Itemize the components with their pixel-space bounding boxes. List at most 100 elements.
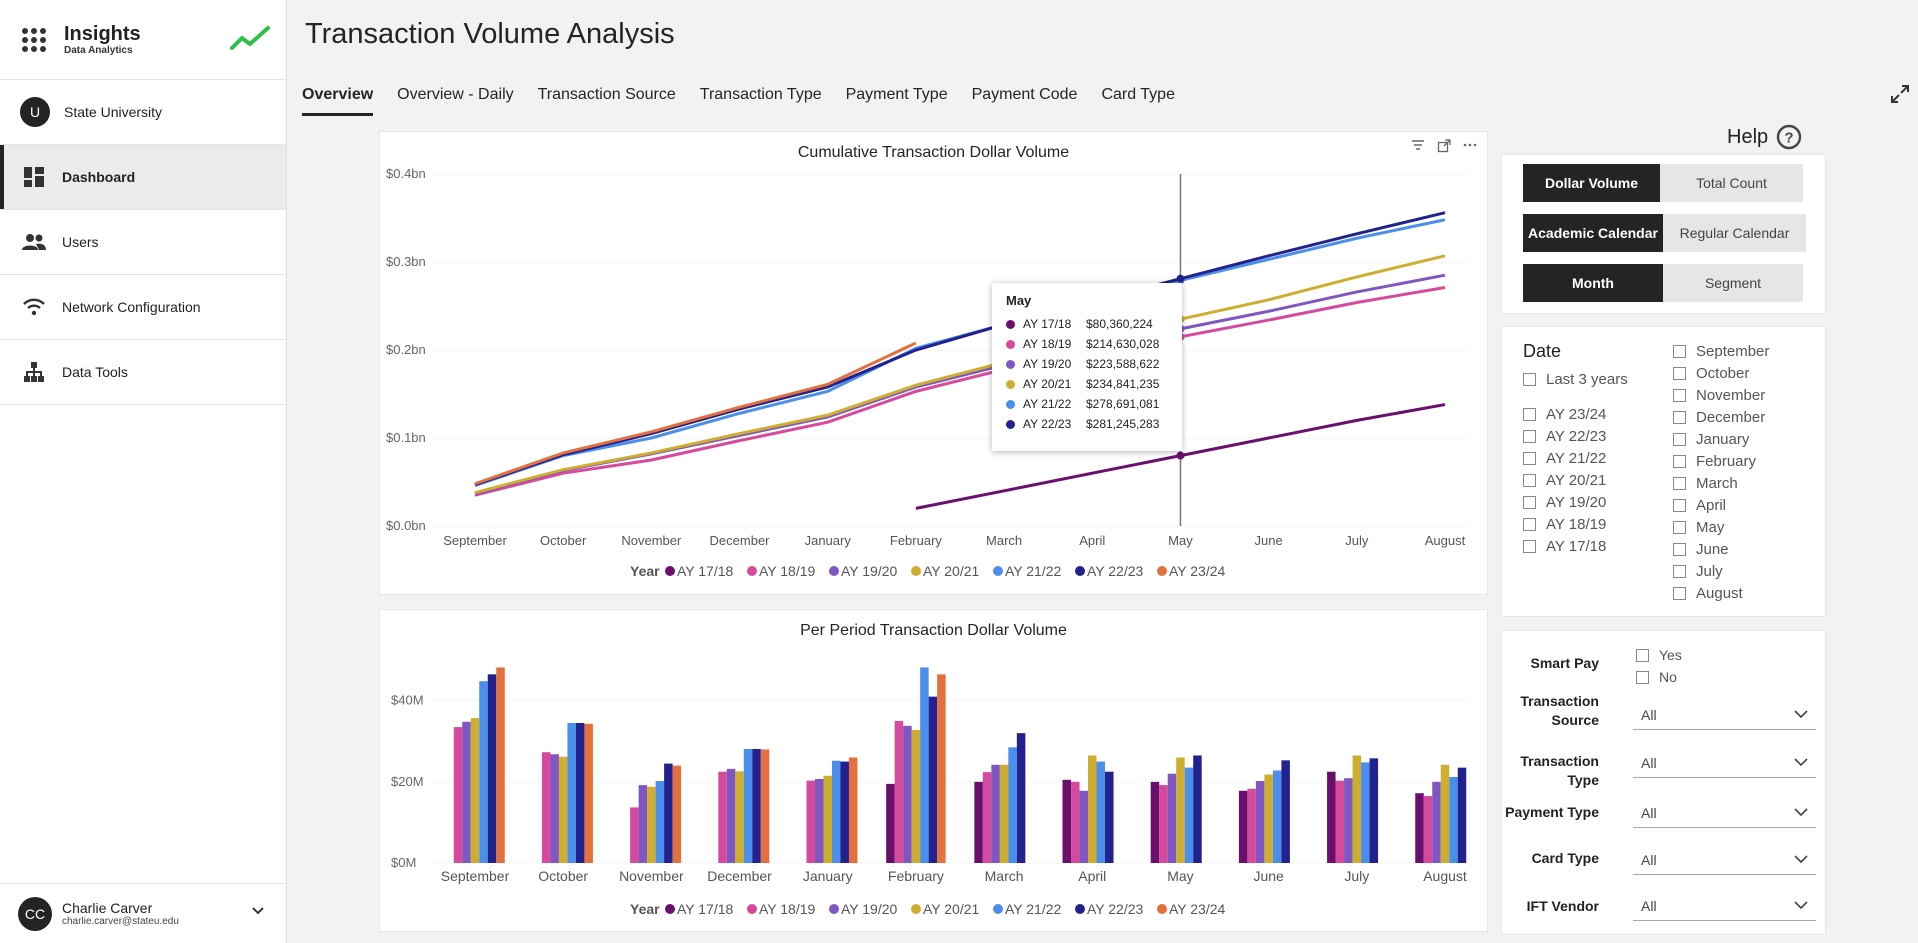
ift-vendor-dropdown[interactable]: All: [1633, 891, 1816, 921]
bar[interactable]: [541, 752, 551, 863]
bar[interactable]: [1415, 793, 1424, 863]
bar[interactable]: [1335, 780, 1345, 863]
checkbox-box[interactable]: [1673, 587, 1686, 600]
bar[interactable]: [974, 781, 983, 863]
filter-icon[interactable]: [1411, 139, 1425, 151]
bar[interactable]: [1096, 761, 1106, 863]
bar[interactable]: [453, 727, 463, 863]
tab-card-type[interactable]: Card Type: [1101, 86, 1175, 103]
legend-label[interactable]: AY 17/18: [677, 901, 734, 917]
checkbox-box[interactable]: [1523, 452, 1536, 465]
focus-mode-icon[interactable]: [1437, 139, 1451, 153]
bar[interactable]: [848, 757, 858, 864]
bar[interactable]: [1449, 776, 1458, 863]
dollar-volume-button[interactable]: Dollar Volume: [1523, 164, 1660, 202]
legend-label[interactable]: AY 19/20: [841, 901, 898, 917]
sidebar-item-data-tools[interactable]: Data Tools: [0, 340, 286, 405]
series-line[interactable]: [474, 273, 1446, 495]
bar[interactable]: [584, 723, 593, 863]
org-selector[interactable]: U State University: [0, 80, 286, 145]
checkbox-box[interactable]: [1673, 543, 1686, 556]
bar[interactable]: [1016, 733, 1026, 863]
bar[interactable]: [462, 721, 471, 863]
segment-button[interactable]: Segment: [1663, 264, 1803, 302]
bar[interactable]: [647, 786, 656, 863]
checkbox-box[interactable]: [1673, 345, 1686, 358]
checkbox-month[interactable]: May: [1673, 519, 1724, 536]
bar[interactable]: [1167, 773, 1177, 863]
bar[interactable]: [718, 771, 727, 863]
tab-transaction-type[interactable]: Transaction Type: [699, 86, 822, 103]
bar[interactable]: [1281, 760, 1290, 863]
payment-type-dropdown[interactable]: All: [1633, 798, 1816, 828]
checkbox-year[interactable]: AY 21/22: [1523, 450, 1606, 467]
bar[interactable]: [487, 674, 497, 863]
bar[interactable]: [575, 723, 585, 863]
legend-label[interactable]: AY 22/23: [1087, 563, 1144, 579]
bar[interactable]: [1272, 770, 1282, 863]
bar[interactable]: [1352, 755, 1362, 863]
bar[interactable]: [567, 723, 576, 863]
checkbox-year[interactable]: AY 19/20: [1523, 494, 1606, 511]
checkbox-last-3-years[interactable]: Last 3 years: [1523, 371, 1628, 388]
checkbox-year[interactable]: AY 18/19: [1523, 516, 1606, 533]
bar[interactable]: [743, 748, 753, 863]
bar[interactable]: [550, 754, 559, 863]
card-type-dropdown[interactable]: All: [1633, 845, 1816, 875]
bar[interactable]: [831, 760, 841, 863]
bar[interactable]: [1361, 762, 1370, 863]
bar[interactable]: [470, 718, 480, 863]
bar[interactable]: [928, 696, 938, 863]
checkbox-month[interactable]: August: [1673, 585, 1743, 602]
checkbox-month[interactable]: September: [1673, 343, 1769, 360]
bar[interactable]: [1150, 781, 1160, 863]
fullscreen-icon[interactable]: [1890, 84, 1910, 104]
bar[interactable]: [920, 667, 929, 863]
checkbox-box[interactable]: [1673, 477, 1686, 490]
checkbox-month[interactable]: December: [1673, 409, 1765, 426]
bar[interactable]: [558, 756, 568, 863]
bar[interactable]: [1369, 758, 1379, 863]
series-line[interactable]: [474, 218, 1446, 487]
checkbox-year[interactable]: AY 20/21: [1523, 472, 1606, 489]
bar[interactable]: [1176, 757, 1185, 864]
month-button[interactable]: Month: [1523, 264, 1663, 302]
checkbox-box[interactable]: [1523, 408, 1536, 421]
more-options-icon[interactable]: [1463, 139, 1477, 151]
legend-label[interactable]: AY 23/24: [1169, 901, 1226, 917]
checkbox-box[interactable]: [1673, 499, 1686, 512]
legend-label[interactable]: AY 21/22: [1005, 901, 1062, 917]
legend-label[interactable]: AY 19/20: [841, 563, 898, 579]
academic-calendar-button[interactable]: Academic Calendar: [1523, 214, 1663, 252]
checkbox-month[interactable]: February: [1673, 453, 1756, 470]
tab-payment-code[interactable]: Payment Code: [971, 86, 1078, 103]
legend-label[interactable]: AY 23/24: [1169, 563, 1226, 579]
checkbox-box[interactable]: [1523, 496, 1536, 509]
bar[interactable]: [1264, 774, 1273, 863]
checkbox-box[interactable]: [1673, 455, 1686, 468]
bar[interactable]: [911, 729, 921, 863]
bar[interactable]: [814, 779, 824, 863]
bar[interactable]: [1071, 781, 1080, 863]
bar[interactable]: [823, 775, 832, 863]
transaction-type-dropdown[interactable]: All: [1633, 748, 1816, 778]
bar[interactable]: [1247, 788, 1256, 863]
bar[interactable]: [672, 765, 682, 863]
checkbox-box[interactable]: [1523, 540, 1536, 553]
bar[interactable]: [1255, 781, 1265, 863]
bar[interactable]: [479, 681, 488, 863]
tab-overview-daily[interactable]: Overview - Daily: [397, 86, 514, 103]
bar[interactable]: [894, 720, 904, 863]
checkbox-month[interactable]: October: [1673, 365, 1749, 382]
bar[interactable]: [496, 667, 505, 863]
checkbox-box[interactable]: [1673, 367, 1686, 380]
checkbox-box[interactable]: [1673, 389, 1686, 402]
series-line[interactable]: [474, 286, 1446, 497]
sidebar-item-network-configuration[interactable]: Network Configuration: [0, 275, 286, 340]
checkbox-year[interactable]: AY 17/18: [1523, 538, 1606, 555]
bar[interactable]: [806, 780, 815, 863]
sidebar-item-users[interactable]: Users: [0, 210, 286, 275]
bar[interactable]: [903, 725, 912, 863]
bar[interactable]: [840, 761, 849, 863]
checkbox-box[interactable]: [1523, 474, 1536, 487]
